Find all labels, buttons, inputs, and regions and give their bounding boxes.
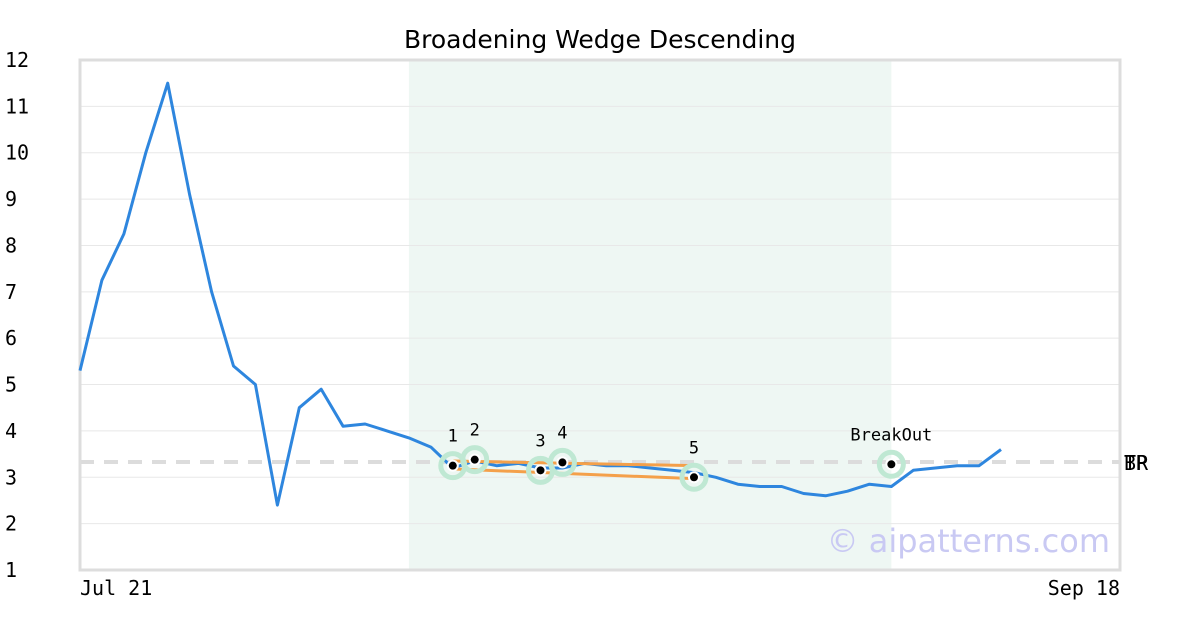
- pattern-point: [558, 458, 567, 467]
- y-tick-label: 11: [5, 94, 29, 118]
- pattern-point: [448, 461, 457, 470]
- y-tick-label: 10: [5, 141, 29, 165]
- y-tick-label: 3: [5, 465, 17, 489]
- y-tick-label: 9: [5, 187, 17, 211]
- pattern-points-layer: 1 2 3 4 5 BreakOut: [438, 421, 932, 492]
- pattern-point: [887, 460, 896, 469]
- x-tick-end: Sep 18: [1048, 576, 1120, 600]
- pattern-point-label: BreakOut: [850, 425, 932, 445]
- pattern-point-label: 1: [448, 427, 458, 447]
- watermark: © aipatterns.com: [827, 522, 1110, 560]
- pattern-point-label: 2: [470, 421, 480, 441]
- plot-area-border: [78, 58, 1122, 572]
- trend-line: [452, 467, 695, 481]
- y-tick-label: 7: [5, 280, 17, 304]
- pattern-point: [536, 466, 545, 475]
- y-tick-label: 2: [5, 512, 17, 536]
- pattern-point-label: 3: [535, 431, 545, 451]
- pattern-point-halo: [460, 445, 490, 475]
- reference-label: TP: [1124, 451, 1148, 475]
- pattern-point: [690, 473, 698, 482]
- pattern-region-layer: [408, 60, 892, 570]
- y-tick-label: 8: [5, 233, 17, 257]
- pattern-point-halo: [547, 447, 577, 477]
- chart-title: Broadening Wedge Descending: [404, 25, 796, 54]
- y-tick-label: 5: [5, 373, 17, 397]
- reference-label: BR: [1124, 451, 1149, 475]
- y-tick-label: 4: [5, 419, 17, 443]
- pattern-point-label: 5: [689, 438, 699, 458]
- pattern-point-label: 4: [557, 423, 567, 443]
- pattern-region: [408, 60, 892, 570]
- pattern-point-halo: [679, 462, 709, 492]
- y-tick-label: 1: [5, 558, 17, 582]
- x-tick-start: Jul 21: [80, 576, 152, 600]
- pattern-point-halo: [876, 449, 906, 479]
- y-tick-label: 6: [5, 326, 17, 350]
- y-tick-label: 12: [5, 48, 29, 72]
- pattern-point: [470, 455, 479, 464]
